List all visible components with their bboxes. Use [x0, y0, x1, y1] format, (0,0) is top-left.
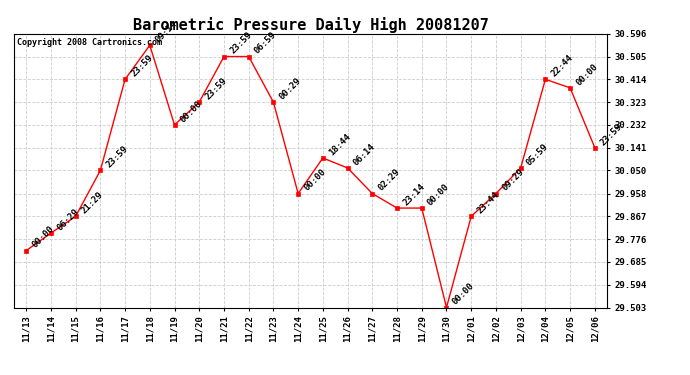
Text: 00:29: 00:29: [277, 76, 303, 101]
Text: 06:29: 06:29: [55, 207, 81, 232]
Text: 18:44: 18:44: [327, 132, 353, 157]
Text: 23:59: 23:59: [104, 144, 130, 170]
Text: 06:14: 06:14: [352, 142, 377, 167]
Text: 00:00: 00:00: [302, 167, 328, 193]
Text: 23:44: 23:44: [475, 190, 501, 216]
Text: 23:14: 23:14: [401, 182, 426, 207]
Text: 23:59: 23:59: [204, 76, 229, 101]
Text: 09:14: 09:14: [154, 19, 179, 45]
Text: 00:00: 00:00: [574, 62, 600, 87]
Text: 21:29: 21:29: [80, 190, 105, 216]
Text: 23:59: 23:59: [228, 30, 253, 56]
Text: 00:00: 00:00: [426, 182, 451, 207]
Text: 00:00: 00:00: [451, 281, 476, 307]
Text: 22:44: 22:44: [549, 53, 575, 78]
Title: Barometric Pressure Daily High 20081207: Barometric Pressure Daily High 20081207: [132, 16, 489, 33]
Text: 05:59: 05:59: [525, 142, 550, 167]
Text: 23:59: 23:59: [599, 122, 624, 147]
Text: 06:59: 06:59: [253, 30, 278, 56]
Text: 00:00: 00:00: [179, 99, 204, 124]
Text: 00:00: 00:00: [30, 225, 56, 250]
Text: 23:59: 23:59: [129, 53, 155, 78]
Text: Copyright 2008 Cartronics.com: Copyright 2008 Cartronics.com: [17, 38, 161, 47]
Text: 02:29: 02:29: [377, 167, 402, 193]
Text: 09:29: 09:29: [500, 167, 526, 193]
